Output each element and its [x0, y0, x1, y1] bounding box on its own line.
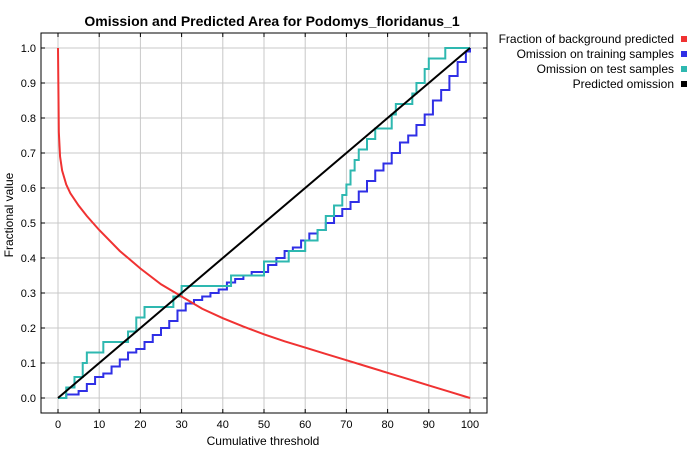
- x-tick-label: 30: [175, 419, 187, 431]
- legend-label: Omission on training samples: [517, 47, 674, 61]
- chart-title: Omission and Predicted Area for Podomys_…: [84, 13, 459, 29]
- legend-label: Predicted omission: [573, 77, 674, 91]
- legend-swatch: [681, 51, 687, 57]
- series-line: [57, 47, 471, 399]
- series-line: [58, 48, 471, 399]
- grid: [41, 33, 487, 413]
- x-tick-label: 0: [55, 419, 61, 431]
- x-tick-label: 90: [423, 419, 435, 431]
- x-tick-label: 50: [258, 419, 270, 431]
- y-tick-label: 0.2: [21, 323, 36, 335]
- legend-label: Fraction of background predicted: [499, 32, 674, 46]
- legend-swatch: [681, 81, 687, 87]
- plot-series: [57, 47, 471, 399]
- x-tick-label: 40: [217, 419, 229, 431]
- y-axis-label: Fractional value: [2, 172, 16, 257]
- legend-swatch: [681, 36, 687, 42]
- y-tick-label: 0.4: [21, 253, 36, 265]
- x-tick-label: 100: [461, 419, 479, 431]
- y-tick-label: 0.9: [21, 78, 36, 90]
- x-tick-label: 80: [381, 419, 393, 431]
- legend: Fraction of background predictedOmission…: [499, 32, 687, 91]
- axis-ticks: 0 10 20 30 40 50 60 70 80 90 100 0.0 0.1 0.2 0.3 0.4 0.5…: [21, 33, 487, 431]
- y-tick-label: 0.0: [21, 393, 36, 405]
- legend-label: Omission on test samples: [537, 62, 674, 76]
- x-tick-label: 20: [134, 419, 146, 431]
- y-tick-label: 0.1: [21, 358, 36, 370]
- legend-swatch: [681, 66, 687, 72]
- y-tick-label: 0.3: [21, 288, 36, 300]
- x-axis-label: Cumulative threshold: [207, 434, 320, 448]
- x-tick-label: 70: [340, 419, 352, 431]
- x-tick-label: 60: [299, 419, 311, 431]
- y-tick-label: 0.8: [21, 113, 36, 125]
- series-line: [57, 47, 471, 399]
- y-tick-label: 0.7: [21, 148, 36, 160]
- x-tick-label: 10: [93, 419, 105, 431]
- y-tick-label: 1.0: [21, 43, 36, 55]
- y-tick-label: 0.5: [21, 218, 36, 230]
- y-tick-label: 0.6: [21, 183, 36, 195]
